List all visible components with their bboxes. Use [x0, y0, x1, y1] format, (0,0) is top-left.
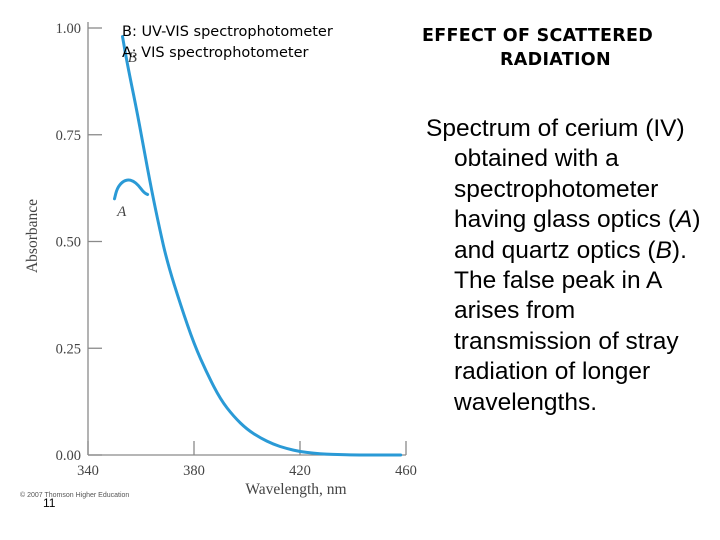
- caption-label-a: A: [675, 206, 693, 234]
- axis-ticks: 0.00 0.25 0.50 0.75 1.00 340 380 420 460: [56, 21, 417, 479]
- x-axis-label: Wavelength, nm: [245, 481, 346, 498]
- caption-text-3: ). The false peak in A arises from trans…: [454, 236, 687, 416]
- annotation-layer: BA: [116, 50, 137, 220]
- figure-caption: Spectrum of cerium (IV) obtained with a …: [426, 114, 718, 418]
- curve-label-b: B: [128, 50, 137, 66]
- page-number: 11: [43, 496, 56, 510]
- y-tick-label: 0.75: [56, 128, 81, 144]
- chart-background: [18, 12, 408, 500]
- slide-title-line-2: RADIATION: [500, 50, 611, 70]
- x-tick-label: 380: [183, 463, 205, 479]
- series-line-a: [113, 178, 150, 201]
- y-tick-label: 1.00: [56, 21, 81, 37]
- series-line-b: [121, 35, 403, 457]
- caption-label-b: B: [655, 236, 672, 264]
- slide-title-line-1: EFFECT OF SCATTERED: [422, 26, 654, 46]
- curve-label-a: A: [116, 204, 127, 220]
- x-tick-label: 460: [395, 463, 417, 479]
- x-tick-label: 420: [289, 463, 311, 479]
- y-tick-label: 0.50: [56, 235, 81, 251]
- caption-text-2: ) and quartz optics (: [454, 206, 701, 264]
- x-tick-label: 340: [77, 463, 99, 479]
- caption-text-1: Spectrum of cerium (IV) obtained with a …: [426, 115, 685, 234]
- legend-entry-a: A: VIS spectrophotometer: [122, 45, 308, 61]
- y-axis-label: Absorbance: [24, 199, 41, 273]
- legend-entry-b: B: UV-VIS spectrophotometer: [122, 24, 333, 40]
- y-tick-label: 0.00: [56, 448, 81, 464]
- copyright-text: © 2007 Thomson Higher Education: [20, 491, 129, 499]
- series-layer: [113, 35, 403, 457]
- y-tick-label: 0.25: [56, 341, 81, 357]
- slide-title: EFFECT OF SCATTERED RADIATION: [422, 24, 717, 72]
